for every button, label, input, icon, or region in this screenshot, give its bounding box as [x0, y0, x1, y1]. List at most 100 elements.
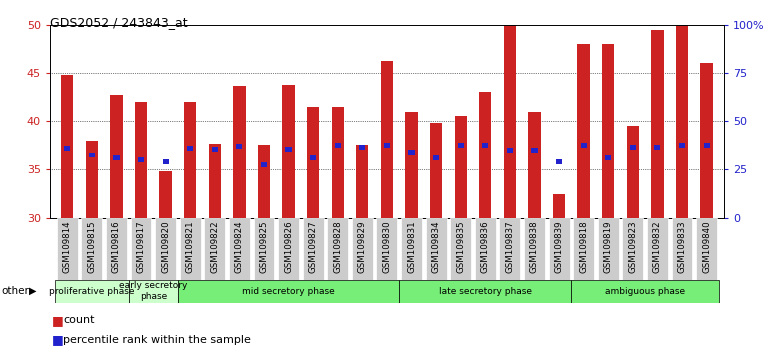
- Bar: [283, 85, 295, 218]
- Bar: [278, 218, 299, 280]
- Text: ■: ■: [52, 314, 64, 327]
- Text: GSM109816: GSM109816: [112, 221, 121, 273]
- Text: GSM109818: GSM109818: [579, 221, 588, 273]
- Text: early secretory
phase: early secretory phase: [119, 281, 188, 301]
- Bar: [57, 218, 78, 280]
- Bar: [64, 146, 70, 151]
- Bar: [399, 280, 571, 303]
- Text: proliferative phase: proliferative phase: [49, 287, 135, 296]
- Bar: [598, 218, 618, 280]
- Text: GSM109829: GSM109829: [358, 221, 367, 273]
- Bar: [450, 218, 471, 280]
- Bar: [307, 107, 320, 218]
- Bar: [82, 218, 102, 280]
- Text: GSM109838: GSM109838: [530, 221, 539, 273]
- Text: GSM109833: GSM109833: [678, 221, 687, 273]
- Bar: [408, 150, 414, 155]
- Bar: [229, 218, 249, 280]
- Text: GSM109815: GSM109815: [87, 221, 96, 273]
- Bar: [457, 143, 464, 148]
- Bar: [253, 218, 274, 280]
- Bar: [605, 155, 611, 160]
- Bar: [524, 218, 545, 280]
- Bar: [286, 147, 292, 152]
- Bar: [676, 25, 688, 218]
- Bar: [679, 143, 685, 148]
- Bar: [377, 218, 397, 280]
- Text: ambiguous phase: ambiguous phase: [605, 287, 685, 296]
- Bar: [475, 218, 496, 280]
- Bar: [55, 280, 129, 303]
- Text: GSM109827: GSM109827: [309, 221, 318, 273]
- Bar: [571, 280, 719, 303]
- Bar: [548, 218, 570, 280]
- Bar: [573, 218, 594, 280]
- Text: ▶: ▶: [29, 286, 37, 296]
- Bar: [528, 112, 541, 218]
- Bar: [332, 107, 344, 218]
- Bar: [89, 153, 95, 158]
- Bar: [500, 218, 521, 280]
- Bar: [106, 218, 127, 280]
- Bar: [651, 30, 664, 218]
- Text: GSM109836: GSM109836: [480, 221, 490, 273]
- Text: GSM109834: GSM109834: [432, 221, 440, 273]
- Bar: [454, 116, 467, 218]
- Bar: [135, 102, 147, 218]
- Bar: [162, 159, 169, 164]
- Bar: [85, 141, 98, 218]
- Bar: [212, 147, 218, 152]
- Bar: [384, 143, 390, 148]
- Bar: [704, 143, 710, 148]
- Text: other: other: [2, 286, 29, 296]
- Bar: [310, 155, 316, 160]
- Bar: [138, 158, 144, 162]
- Text: GSM109828: GSM109828: [333, 221, 342, 273]
- Bar: [602, 44, 614, 218]
- Bar: [381, 62, 393, 218]
- Bar: [622, 218, 643, 280]
- Text: GSM109819: GSM109819: [604, 221, 613, 273]
- Bar: [357, 145, 369, 218]
- Bar: [184, 102, 196, 218]
- Bar: [671, 218, 692, 280]
- Bar: [553, 194, 565, 218]
- Text: count: count: [63, 315, 95, 325]
- Text: GSM109822: GSM109822: [210, 221, 219, 273]
- Text: GSM109839: GSM109839: [554, 221, 564, 273]
- Bar: [335, 143, 341, 148]
- Bar: [630, 145, 636, 150]
- Bar: [504, 25, 516, 218]
- Bar: [209, 144, 221, 218]
- Text: GDS2052 / 243843_at: GDS2052 / 243843_at: [50, 16, 188, 29]
- Bar: [701, 63, 713, 218]
- Bar: [159, 171, 172, 218]
- Bar: [204, 218, 226, 280]
- Bar: [479, 92, 491, 218]
- Bar: [110, 95, 122, 218]
- Bar: [129, 280, 178, 303]
- Bar: [627, 126, 639, 218]
- Text: percentile rank within the sample: percentile rank within the sample: [63, 335, 251, 345]
- Bar: [156, 218, 176, 280]
- Text: GSM109824: GSM109824: [235, 221, 244, 273]
- Bar: [654, 145, 661, 150]
- Bar: [131, 218, 152, 280]
- Text: GSM109830: GSM109830: [383, 221, 391, 273]
- Text: mid secretory phase: mid secretory phase: [243, 287, 335, 296]
- Bar: [113, 155, 119, 160]
- Text: GSM109814: GSM109814: [63, 221, 72, 273]
- Bar: [482, 143, 488, 148]
- Bar: [236, 144, 243, 149]
- Bar: [426, 218, 447, 280]
- Text: GSM109817: GSM109817: [136, 221, 146, 273]
- Text: GSM109820: GSM109820: [161, 221, 170, 273]
- Bar: [352, 218, 373, 280]
- Bar: [531, 148, 537, 153]
- Bar: [187, 146, 193, 151]
- Text: GSM109832: GSM109832: [653, 221, 662, 273]
- Bar: [61, 75, 73, 218]
- Bar: [327, 218, 348, 280]
- Bar: [647, 218, 668, 280]
- Bar: [433, 155, 439, 160]
